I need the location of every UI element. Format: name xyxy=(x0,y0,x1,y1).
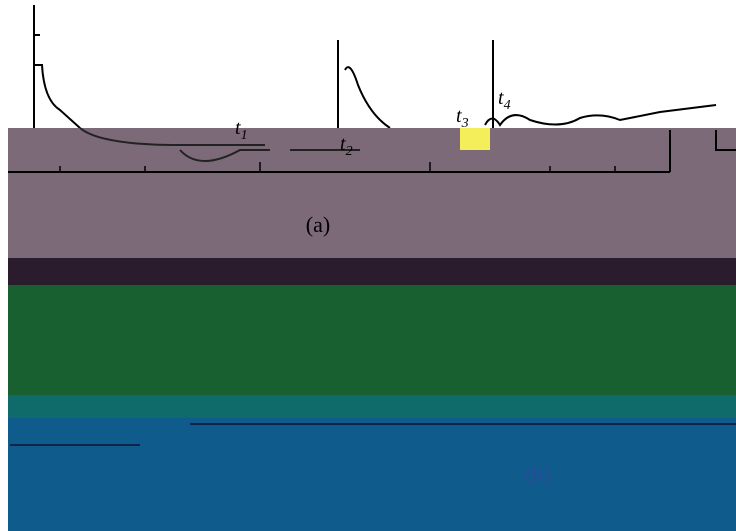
axis xyxy=(669,130,736,172)
panel-label: (b) xyxy=(525,462,551,487)
artifact xyxy=(460,128,490,150)
waveform-label: t3 xyxy=(456,105,469,131)
waveform-label: t1 xyxy=(235,117,248,143)
green-band xyxy=(8,285,736,395)
axis xyxy=(10,423,736,446)
waveform xyxy=(484,40,717,128)
ticks xyxy=(59,162,616,172)
waveform xyxy=(33,5,81,129)
waveform-label: t2 xyxy=(340,133,353,159)
panel-a-band xyxy=(8,128,736,258)
waveform xyxy=(79,127,360,162)
strip xyxy=(8,395,736,418)
waveform xyxy=(337,40,391,129)
panel-label: (a) xyxy=(306,212,330,237)
waveform-label: t4 xyxy=(498,87,511,113)
panel-b-band xyxy=(8,418,736,531)
strip xyxy=(8,258,736,285)
